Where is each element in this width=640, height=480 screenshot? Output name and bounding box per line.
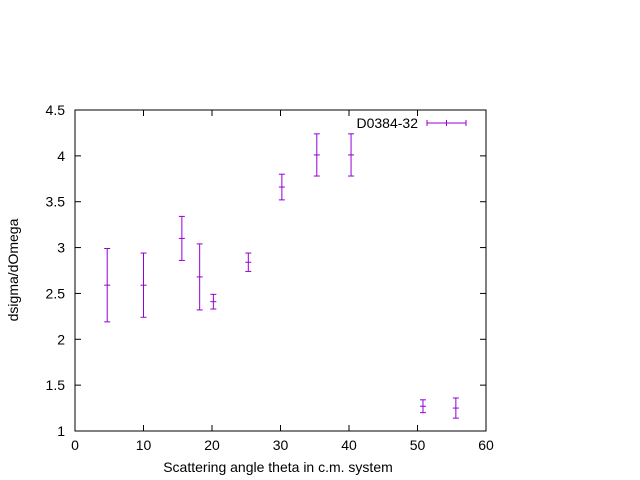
legend-sample: [426, 120, 467, 126]
data-point: [245, 252, 252, 272]
x-axis-label: Scattering angle theta in c.m. system: [163, 459, 393, 475]
y-tick-label: 4.5: [46, 102, 66, 118]
x-tick-label: 20: [204, 437, 220, 453]
data-point: [452, 397, 459, 419]
data-point: [140, 252, 147, 318]
y-tick-label: 4: [57, 148, 65, 164]
data-point: [210, 293, 217, 310]
x-tick-label: 30: [273, 437, 289, 453]
plot-frame: [74, 109, 487, 432]
data-point: [419, 399, 426, 414]
axis-ticks: [74, 109, 487, 432]
data-point: [313, 133, 320, 177]
x-tick-label: 10: [136, 437, 152, 453]
data-series: [104, 133, 459, 419]
legend-label: D0384-32: [357, 115, 419, 131]
legend: D0384-32: [357, 115, 467, 131]
x-tick-label: 60: [478, 437, 494, 453]
data-point: [104, 247, 111, 323]
data-point: [348, 133, 355, 177]
y-tick-label: 3: [57, 240, 65, 256]
y-tick-label: 1.5: [46, 377, 66, 393]
data-point: [278, 173, 285, 201]
plot-border: [74, 109, 487, 432]
x-tick-label: 0: [71, 437, 79, 453]
data-point: [178, 215, 185, 261]
y-tick-label: 1: [57, 423, 65, 439]
y-tick-label: 3.5: [46, 194, 66, 210]
x-tick-label: 40: [341, 437, 357, 453]
y-tick-label: 2.5: [46, 285, 66, 301]
tick-labels: 0 10 20 30 40 50 60 1 1.5 2 2.5 3 3.5 4 4.5: [46, 102, 494, 453]
y-axis-label: dsigma/dOmega: [5, 218, 21, 321]
y-tick-label: 2: [57, 331, 65, 347]
x-tick-label: 50: [410, 437, 426, 453]
data-point: [196, 243, 203, 311]
